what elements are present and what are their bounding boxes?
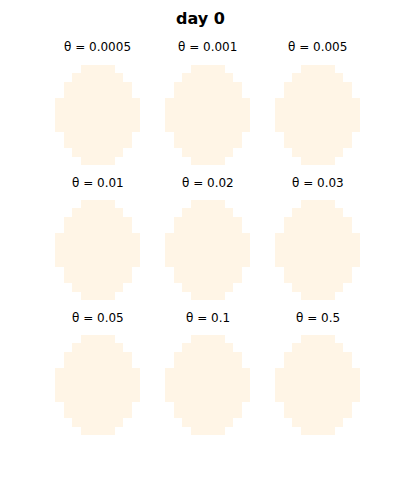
svg-text:θ = 0.02: θ = 0.02 xyxy=(182,176,234,190)
svg-text:θ = 0.5: θ = 0.5 xyxy=(296,311,340,325)
svg-text:θ = 0.05: θ = 0.05 xyxy=(72,311,124,325)
svg-text:θ = 0.0005: θ = 0.0005 xyxy=(64,40,131,54)
svg-text:θ = 0.1: θ = 0.1 xyxy=(186,311,230,325)
svg-text:θ = 0.005: θ = 0.005 xyxy=(288,40,347,54)
svg-text:θ = 0.001: θ = 0.001 xyxy=(178,40,237,54)
svg-text:θ = 0.03: θ = 0.03 xyxy=(292,176,344,190)
svg-text:θ = 0.01: θ = 0.01 xyxy=(72,176,124,190)
svg-text:day 0: day 0 xyxy=(176,9,225,28)
